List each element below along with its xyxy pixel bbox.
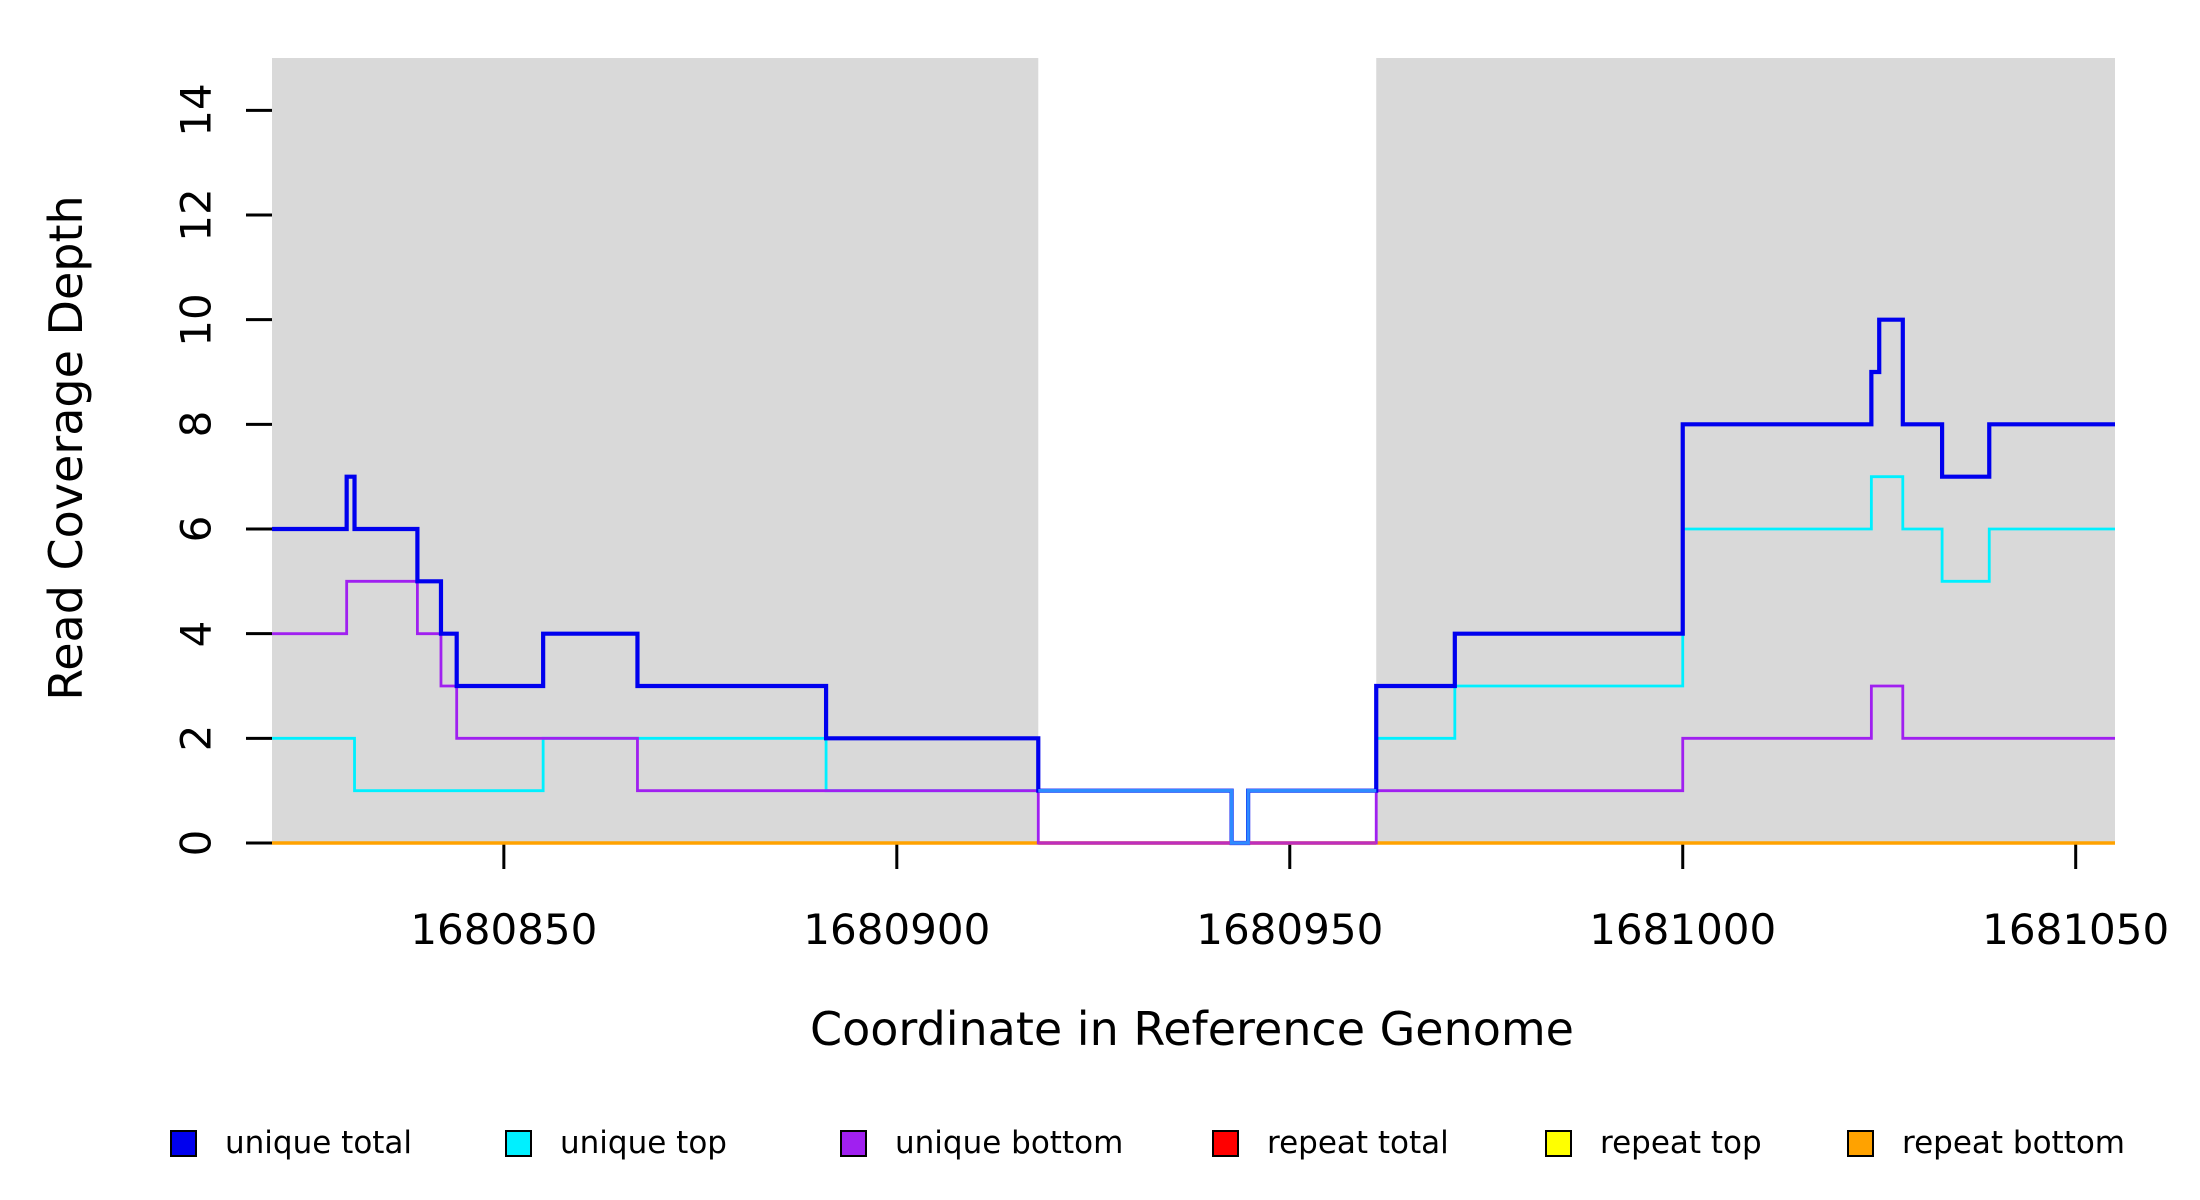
legend-color-swatch <box>1545 1129 1572 1157</box>
y-tick-label: 12 <box>171 188 221 242</box>
legend-color-swatch <box>505 1129 532 1157</box>
x-tick-label: 1680850 <box>410 905 598 954</box>
series-unique-bottom-line <box>272 579 2115 845</box>
legend-item-repeat-total: repeat total <box>1212 1116 1449 1170</box>
y-tick-label: 6 <box>171 515 221 543</box>
legend-color-swatch <box>840 1129 867 1157</box>
legend-color-swatch <box>1847 1129 1874 1157</box>
legend-item-repeat-bottom: repeat bottom <box>1847 1116 2125 1170</box>
legend-label: repeat bottom <box>1902 1125 2126 1161</box>
legend-label: repeat total <box>1267 1125 1449 1161</box>
x-tick-label: 1681050 <box>1982 905 2170 954</box>
legend-item-unique-bottom: unique bottom <box>840 1116 1123 1170</box>
legend-label: unique top <box>560 1125 727 1161</box>
gap-unique-total-blend-line <box>1038 788 1377 845</box>
shaded-region <box>1376 58 2115 843</box>
legend-label: repeat top <box>1600 1125 1762 1161</box>
y-tick-label: 4 <box>171 620 221 648</box>
y-axis-title: Read Coverage Depth <box>39 195 93 701</box>
x-tick-label: 1680900 <box>803 905 991 954</box>
legend-color-swatch <box>170 1129 197 1157</box>
legend-item-unique-total: unique total <box>170 1116 412 1170</box>
legend-item-unique-top: unique top <box>505 1116 727 1170</box>
y-tick-label: 14 <box>171 83 221 138</box>
legend-item-repeat-top: repeat top <box>1545 1116 1762 1170</box>
legend-color-swatch <box>1212 1129 1239 1157</box>
x-tick-label: 1681000 <box>1589 905 1777 954</box>
shaded-region <box>272 58 1039 843</box>
x-tick-label: 1680950 <box>1196 905 1384 954</box>
y-tick-label: 8 <box>171 410 221 438</box>
y-tick-label: 10 <box>171 292 221 347</box>
y-tick-label: 0 <box>171 829 221 857</box>
x-axis-title: Coordinate in Reference Genome <box>810 1002 1574 1056</box>
y-tick-label: 2 <box>171 724 221 752</box>
legend-label: unique bottom <box>895 1125 1124 1161</box>
legend-label: unique total <box>225 1125 413 1161</box>
